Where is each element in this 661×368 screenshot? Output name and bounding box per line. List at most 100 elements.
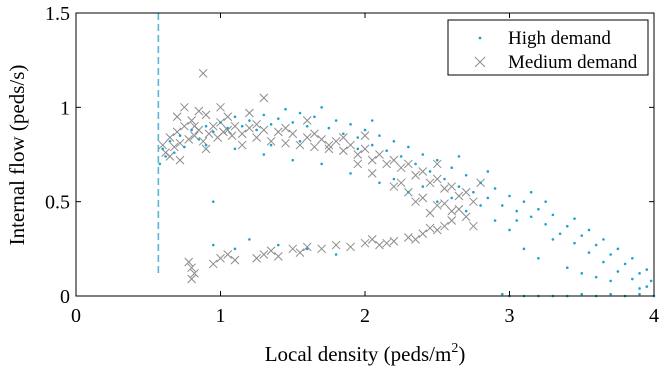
data-point-x-marker <box>273 127 283 137</box>
data-point-x-marker <box>324 144 334 154</box>
data-point-x-marker <box>360 238 370 248</box>
data-point-dot <box>313 115 316 119</box>
data-point-dot <box>392 177 396 181</box>
data-point-x-marker <box>180 121 189 131</box>
data-point-dot <box>342 132 345 136</box>
data-point-x-marker <box>418 193 428 203</box>
data-point-x-marker <box>418 229 428 239</box>
data-point-x-marker <box>259 125 269 135</box>
data-point-dot <box>479 204 482 207</box>
data-point-dot <box>616 270 620 273</box>
data-point-dot <box>172 151 176 154</box>
data-point-x-marker <box>425 223 435 233</box>
y-tick-label: 0 <box>60 286 70 308</box>
data-point-x-marker <box>338 146 348 156</box>
legend-marker-medium-demand <box>474 56 486 68</box>
data-point-x-marker <box>266 136 276 146</box>
data-point-x-marker <box>187 263 196 273</box>
data-point-dot <box>443 177 446 181</box>
data-point-dot <box>211 243 215 247</box>
data-point-dot <box>457 155 461 158</box>
data-point-x-marker <box>454 191 464 201</box>
data-point-dot <box>472 190 475 194</box>
data-point-dot <box>435 200 439 203</box>
data-point-x-marker <box>469 197 478 207</box>
data-point-x-marker <box>440 199 449 208</box>
data-point-x-marker <box>172 112 182 122</box>
data-point-x-marker <box>461 187 471 197</box>
data-point-dot <box>164 155 167 158</box>
data-point-dot <box>240 124 244 128</box>
data-point-x-marker <box>190 131 199 140</box>
data-point-dot <box>529 190 533 194</box>
data-point-dot <box>291 121 295 124</box>
data-point-x-marker <box>175 138 185 148</box>
data-point-x-marker <box>389 182 399 191</box>
data-point-x-marker <box>396 178 406 188</box>
data-point-dot <box>580 234 584 237</box>
data-point-dot <box>421 153 425 156</box>
data-point-dot <box>248 119 251 122</box>
data-point-x-marker <box>165 133 175 142</box>
data-point-x-marker <box>317 135 327 144</box>
x-axis-label-text: Local density (peds/m <box>265 342 452 366</box>
data-point-dot <box>349 172 352 175</box>
data-point-dot <box>602 260 605 264</box>
x-axis-label: Local density (peds/m2) <box>265 341 466 366</box>
data-point-x-marker <box>418 167 428 176</box>
data-point-dot <box>500 292 504 296</box>
data-point-dot <box>161 147 164 151</box>
data-point-dot <box>486 196 490 200</box>
data-point-dot <box>370 143 374 147</box>
data-point-dot <box>464 173 468 177</box>
data-point-x-marker <box>237 140 247 150</box>
data-point-x-marker <box>184 257 194 267</box>
data-point-x-marker <box>324 140 334 150</box>
data-point-x-marker <box>440 221 449 231</box>
axis-ticks: 0 1 2 3 4 0 0.5 1 1.5 <box>45 3 659 327</box>
data-point-x-marker <box>252 133 261 142</box>
data-point-dot <box>291 158 295 162</box>
data-point-x-marker <box>165 152 175 161</box>
data-point-dot <box>500 204 504 207</box>
data-point-x-marker <box>302 133 312 142</box>
data-point-x-marker <box>375 150 384 159</box>
data-point-x-marker <box>432 201 442 210</box>
data-point-x-marker <box>338 133 348 142</box>
data-point-x-marker <box>281 138 290 148</box>
y-tick-label: 1 <box>60 97 70 119</box>
data-point-x-marker <box>187 116 196 125</box>
data-point-dot <box>262 153 266 156</box>
data-point-x-marker <box>310 142 319 152</box>
data-point-x-marker <box>194 106 204 116</box>
data-point-x-marker <box>227 131 237 140</box>
data-point-x-marker <box>367 169 377 178</box>
data-point-x-marker <box>317 244 327 254</box>
data-point-x-marker <box>295 140 305 150</box>
data-point-x-marker <box>252 253 261 263</box>
data-point-x-marker <box>245 123 254 133</box>
data-point-dot <box>566 224 569 228</box>
y-tick-label: 1.5 <box>45 3 70 25</box>
data-point-dot <box>616 247 620 251</box>
data-point-x-marker <box>403 159 413 169</box>
data-point-dot <box>269 123 273 126</box>
data-point-dot <box>522 200 526 203</box>
data-point-x-marker <box>169 142 179 152</box>
data-point-dot <box>298 111 302 115</box>
data-point-x-marker <box>175 155 185 165</box>
data-point-x-marker <box>259 93 269 103</box>
data-point-dot <box>378 134 381 137</box>
data-point-dot <box>594 243 598 247</box>
data-point-x-marker <box>360 144 370 154</box>
data-point-x-marker <box>230 255 240 265</box>
data-point-x-marker <box>440 184 449 193</box>
data-point-dot <box>537 207 540 211</box>
data-point-x-marker <box>208 259 218 269</box>
data-point-dot <box>435 158 439 162</box>
data-point-x-marker <box>302 242 312 252</box>
data-point-x-marker <box>180 102 189 112</box>
data-point-dot <box>320 106 323 109</box>
data-point-dot <box>515 209 519 213</box>
